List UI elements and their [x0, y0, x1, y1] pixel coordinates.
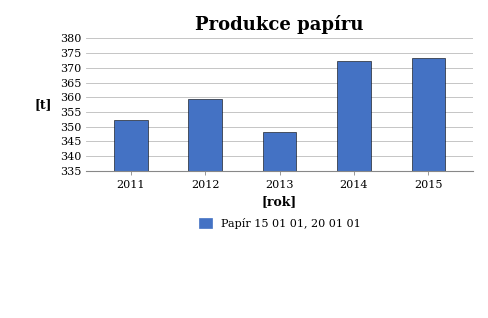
- X-axis label: [rok]: [rok]: [262, 196, 297, 208]
- Y-axis label: [t]: [t]: [35, 98, 52, 111]
- Bar: [337, 61, 371, 171]
- Bar: [188, 99, 222, 171]
- Bar: [412, 58, 445, 171]
- Bar: [263, 132, 296, 171]
- Legend: Papír 15 01 01, 20 01 01: Papír 15 01 01, 20 01 01: [194, 213, 365, 233]
- Title: Produkce papíru: Produkce papíru: [195, 15, 364, 34]
- Bar: [114, 120, 147, 171]
